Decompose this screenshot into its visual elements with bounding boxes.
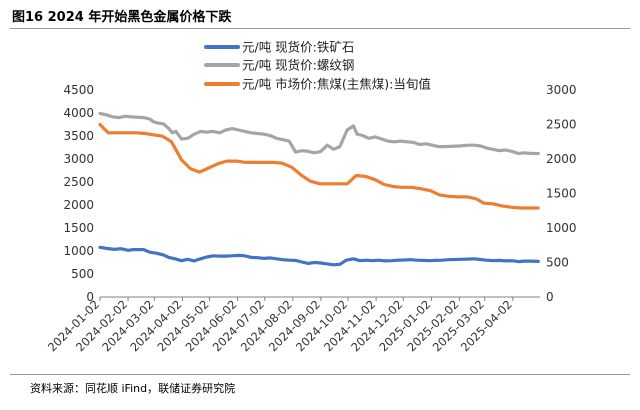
y-left-tick-label: 500 xyxy=(71,267,94,281)
y-left-tick-label: 1000 xyxy=(63,244,94,258)
y-left-tick-label: 2500 xyxy=(63,175,94,189)
y-left-tick-label: 4000 xyxy=(63,106,94,120)
y-left-tick-label: 4500 xyxy=(63,83,94,97)
source-note: 资料来源：同花顺 iFind，联储证券研究院 xyxy=(30,382,236,395)
y-left-tick-label: 2000 xyxy=(63,198,94,212)
footer-divider xyxy=(10,374,630,375)
legend-label: 元/吨 现货价:螺纹钢 xyxy=(242,58,354,73)
legend-label: 元/吨 市场价:焦煤(主焦煤):当旬值 xyxy=(242,77,431,92)
title-divider xyxy=(10,28,630,29)
legend-label: 元/吨 现货价:铁矿石 xyxy=(242,40,354,55)
y-left-tick-label: 3000 xyxy=(63,152,94,166)
y-right-tick-label: 3000 xyxy=(546,83,577,97)
y-right-tick-label: 2500 xyxy=(546,118,577,132)
series-line-3 xyxy=(98,122,540,210)
series-line-2 xyxy=(98,111,540,156)
y-right-tick-label: 1000 xyxy=(546,221,577,235)
chart-axes: 0 500 1000 1500 2000 2500 3000 3500 4000 4500 0 500… xyxy=(45,83,577,354)
y-right-tick-label: 1500 xyxy=(546,187,577,201)
y-left-tick-label: 3500 xyxy=(63,129,94,143)
chart-plot-area xyxy=(98,111,540,267)
series-line-1 xyxy=(98,245,540,267)
y-right-tick-label: 500 xyxy=(546,256,569,270)
y-left-tick-label: 1500 xyxy=(63,221,94,235)
chart-canvas: 0 500 1000 1500 2000 2500 3000 3500 4000 4500 0 500… xyxy=(45,40,577,355)
y-right-tick-label: 0 xyxy=(546,290,554,304)
figure-title: 图16 2024 年开始黑色金属价格下跌 xyxy=(12,10,232,25)
y-left-tick-label: 0 xyxy=(86,290,94,304)
y-right-tick-label: 2000 xyxy=(546,152,577,166)
